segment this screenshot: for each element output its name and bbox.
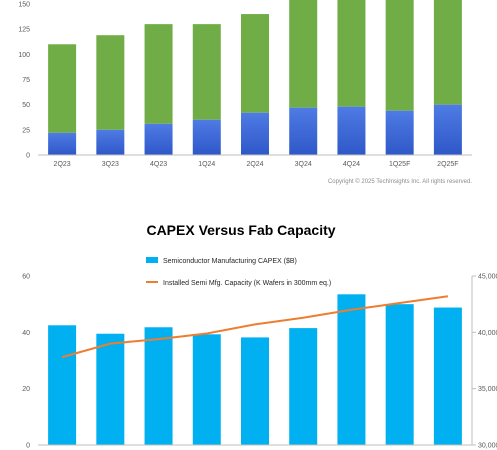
top-y-tick-label: 25 <box>22 127 30 134</box>
top-bar-lower-segment <box>289 107 318 155</box>
top-bar-upper-segment <box>337 0 366 107</box>
top-bar-lower-segment <box>433 104 462 155</box>
top-x-tick-label: 2Q24 <box>246 161 263 168</box>
top-y-tick-label: 100 <box>18 52 30 59</box>
top-bar-upper-segment <box>144 24 173 124</box>
capex-vs-capacity-chart: CAPEX Versus Fab Capacity Semiconductor … <box>22 222 497 450</box>
top-x-tick-label: 2Q25F <box>437 161 458 168</box>
top-x-tick-label: 4Q24 <box>343 161 360 168</box>
capacity-line <box>61 295 449 359</box>
right-y-tick-label: 35,000 <box>478 386 497 393</box>
capex-bar <box>192 334 221 445</box>
capex-bar <box>241 337 269 445</box>
left-y-tick-label: 0 <box>26 443 30 450</box>
top-x-tick-label: 1Q25F <box>389 161 410 168</box>
capex-bar <box>433 307 462 445</box>
legend-capex-swatch <box>146 257 158 263</box>
top-bars <box>48 0 462 155</box>
right-y-axis: 30,000 35,000 40,000 45,000 <box>471 274 497 450</box>
top-bar-lower-segment <box>337 106 366 155</box>
top-y-tick-label: 50 <box>22 102 30 109</box>
legend-capacity-label: Installed Semi Mfg. Capacity (K Wafers i… <box>163 280 331 287</box>
top-bar-upper-segment <box>96 35 125 130</box>
top-y-tick-label: 150 <box>18 2 30 9</box>
capex-bars <box>48 294 462 445</box>
top-bar-lower-segment <box>96 129 125 155</box>
top-y-tick-label: 75 <box>22 77 30 84</box>
top-bar-lower-segment <box>192 119 221 155</box>
top-bar-upper-segment <box>433 0 462 105</box>
top-bar-upper-segment <box>192 24 221 120</box>
capex-bar <box>96 333 125 445</box>
top-x-axis: 2Q23 3Q23 4Q23 1Q24 2Q24 3Q24 4Q24 1Q25F 2Q25F <box>54 161 459 168</box>
right-y-tick-label: 30,000 <box>478 443 497 450</box>
capex-bar <box>385 304 414 445</box>
top-y-tick-label: 0 <box>26 153 30 160</box>
left-y-axis: 0 20 40 60 <box>22 274 30 450</box>
top-x-tick-label: 3Q23 <box>102 161 119 168</box>
capex-bar <box>337 294 366 445</box>
top-bar-lower-segment <box>144 123 173 155</box>
top-x-tick-label: 2Q23 <box>54 161 71 168</box>
capex-bar <box>289 328 318 445</box>
top-bar-upper-segment <box>241 14 269 113</box>
top-bar-upper-segment <box>48 44 77 133</box>
top-stacked-bar-chart: 0 25 50 75 100 125 150 2Q23 3Q23 4Q23 1Q24 2Q24 3Q2… <box>18 0 472 185</box>
left-y-tick-label: 60 <box>22 274 30 281</box>
legend-capex-label: Semiconductor Manufacturing CAPEX ($B) <box>163 258 297 265</box>
top-x-tick-label: 4Q23 <box>150 161 167 168</box>
top-bar-lower-segment <box>385 110 414 155</box>
capex-bar <box>48 325 77 445</box>
top-x-tick-label: 3Q24 <box>295 161 312 168</box>
right-y-tick-label: 40,000 <box>478 330 497 337</box>
capex-bar <box>144 327 173 445</box>
top-bar-lower-segment <box>48 132 77 155</box>
top-y-tick-label: 125 <box>18 27 30 34</box>
legend: Semiconductor Manufacturing CAPEX ($B) I… <box>146 257 331 287</box>
top-x-tick-label: 1Q24 <box>198 161 215 168</box>
copyright-note: Copyright © 2025 TechInsights Inc. All r… <box>328 178 472 185</box>
left-y-tick-label: 20 <box>22 386 30 393</box>
chart-title: CAPEX Versus Fab Capacity <box>146 222 335 238</box>
top-bar-lower-segment <box>241 112 269 155</box>
top-bar-upper-segment <box>385 0 414 111</box>
top-y-axis: 0 25 50 75 100 125 150 <box>18 2 30 160</box>
left-y-tick-label: 40 <box>22 330 30 337</box>
top-bar-upper-segment <box>289 0 318 108</box>
right-y-tick-label: 45,000 <box>478 274 497 281</box>
